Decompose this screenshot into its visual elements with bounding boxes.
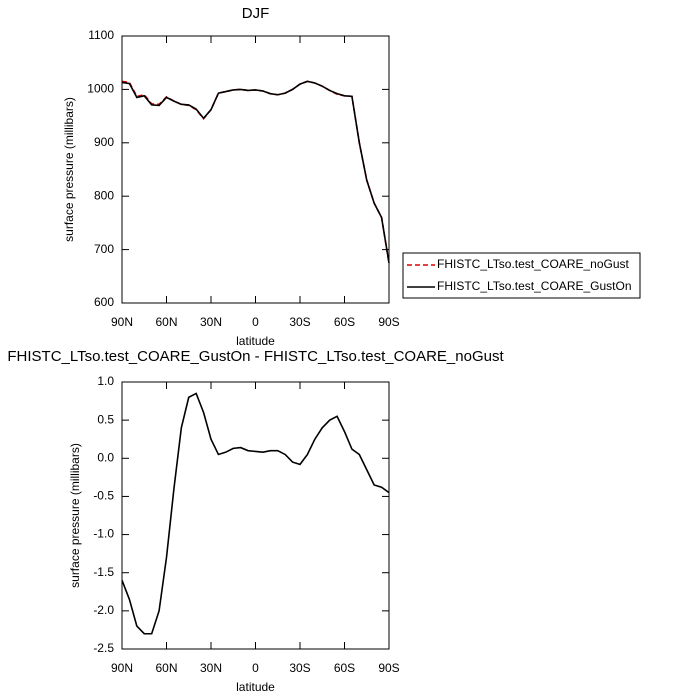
y-tick-label: 1000 bbox=[87, 82, 114, 96]
y-tick-label: 800 bbox=[94, 188, 114, 202]
y-tick-label: -1.0 bbox=[93, 527, 114, 541]
x-tick-label: 60N bbox=[155, 661, 177, 675]
x-axis-label: latitude bbox=[236, 680, 275, 694]
y-tick-label: 900 bbox=[94, 135, 114, 149]
y-tick-label: 1100 bbox=[88, 28, 114, 42]
data-line bbox=[121, 80, 390, 264]
legend-box bbox=[402, 252, 641, 299]
y-tick-label: -2.0 bbox=[93, 603, 114, 617]
x-tick-label: 30N bbox=[200, 315, 222, 329]
y-tick-label: -0.5 bbox=[93, 489, 114, 503]
x-tick-label: 0 bbox=[252, 315, 259, 329]
x-tick-label: 30S bbox=[289, 315, 310, 329]
x-axis-label: latitude bbox=[236, 334, 275, 348]
x-tick-label: 0 bbox=[252, 661, 259, 675]
x-tick-label: 90N bbox=[111, 661, 133, 675]
x-tick-label: 30N bbox=[200, 661, 222, 675]
x-tick-label: 90S bbox=[378, 661, 399, 675]
x-tick-label: 30S bbox=[289, 661, 310, 675]
x-tick-label: 60S bbox=[334, 661, 355, 675]
x-tick-label: 60S bbox=[334, 315, 355, 329]
y-tick-label: -1.5 bbox=[93, 565, 114, 579]
y-tick-label: -2.5 bbox=[93, 641, 114, 655]
y-axis-label: surface pressure (millibars) bbox=[68, 443, 82, 588]
plot-frame bbox=[121, 381, 390, 650]
chart-title: DJF bbox=[242, 5, 270, 22]
y-axis-label: surface pressure (millibars) bbox=[62, 97, 76, 242]
legend-label: FHISTC_LTso.test_COARE_noGust bbox=[437, 257, 630, 271]
x-tick-label: 90S bbox=[378, 315, 399, 329]
y-tick-label: 700 bbox=[94, 242, 114, 256]
y-tick-label: 0.5 bbox=[97, 412, 114, 426]
x-tick-label: 60N bbox=[155, 315, 177, 329]
x-tick-label: 90N bbox=[111, 315, 133, 329]
y-tick-label: 0.0 bbox=[97, 450, 114, 464]
plot-frame bbox=[121, 35, 390, 304]
data-line bbox=[121, 80, 390, 264]
legend-label: FHISTC_LTso.test_COARE_GustOn bbox=[437, 279, 632, 293]
y-tick-label: 600 bbox=[94, 295, 114, 309]
chart-title: FHISTC_LTso.test_COARE_GustOn - FHISTC_L… bbox=[7, 348, 504, 365]
data-line bbox=[121, 392, 390, 635]
y-tick-label: 1.0 bbox=[97, 374, 114, 388]
